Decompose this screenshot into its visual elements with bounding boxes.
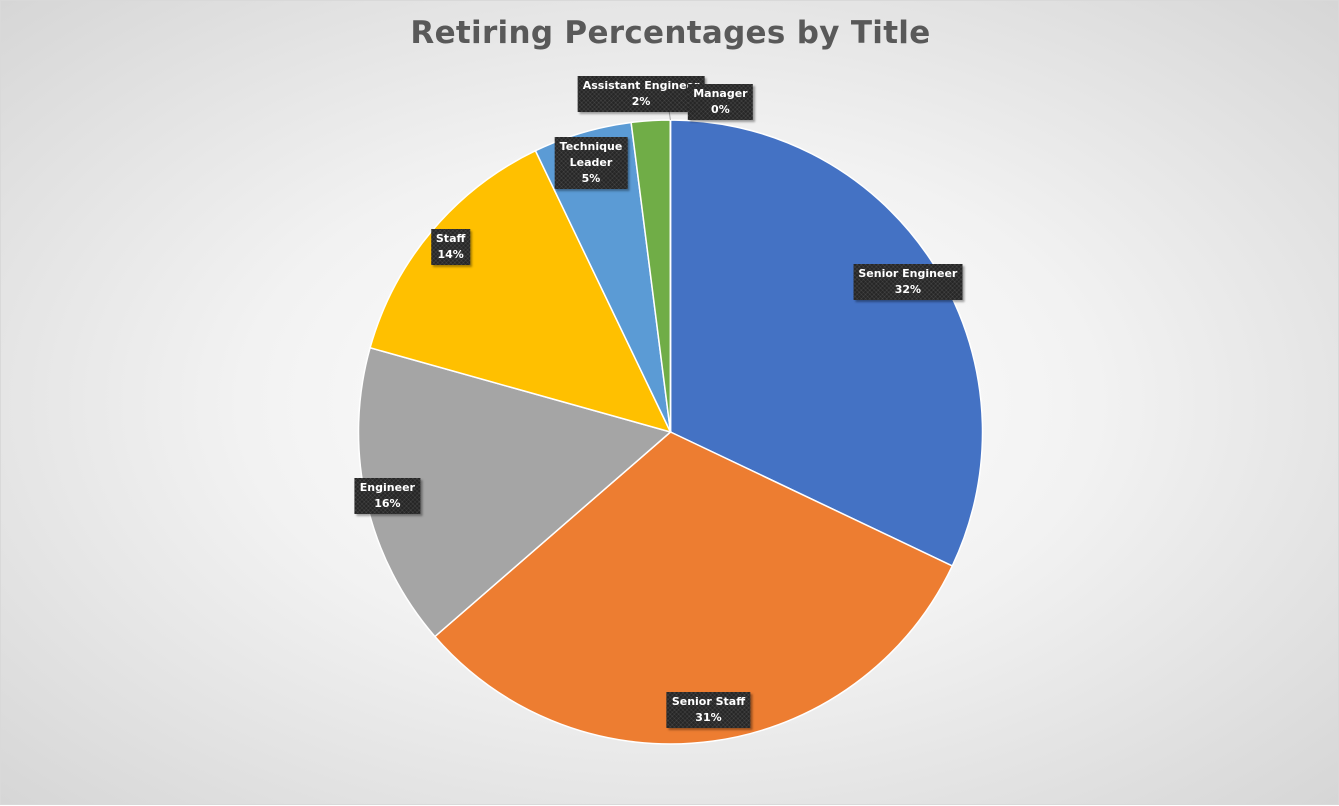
data-label-percent: 32%: [858, 282, 957, 298]
data-label-percent: 5%: [560, 171, 623, 187]
data-label-percent: 31%: [672, 710, 745, 726]
data-label-percent: 14%: [436, 247, 466, 263]
data-label-name: Senior Engineer: [858, 266, 957, 282]
data-label-name: Leader: [560, 155, 623, 171]
data-label-name: Senior Staff: [672, 694, 745, 710]
data-label-percent: 0%: [693, 102, 747, 118]
data-label-percent: 16%: [360, 496, 415, 512]
data-label-name: Manager: [693, 86, 747, 102]
data-label-name: Technique: [560, 139, 623, 155]
data-label-name: Engineer: [360, 480, 415, 496]
data-label-name: Staff: [436, 231, 466, 247]
data-label-name: Assistant Engineer: [583, 78, 700, 94]
data-label-percent: 2%: [583, 94, 700, 110]
